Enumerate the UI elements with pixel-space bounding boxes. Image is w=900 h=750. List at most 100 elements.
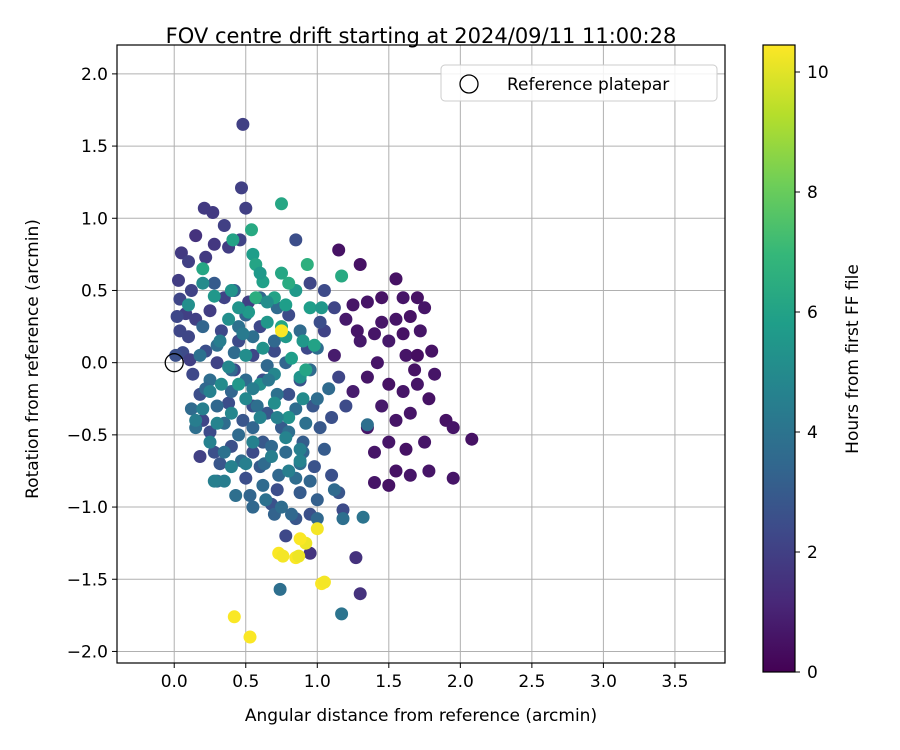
scatter-point (382, 478, 396, 492)
x-tick-label: 1.5 (375, 672, 402, 692)
scatter-point (368, 476, 381, 489)
y-tick-label: 0.5 (81, 281, 108, 301)
scatter-point (356, 510, 370, 524)
scatter-point (265, 439, 278, 453)
scatter-point (275, 500, 288, 514)
scatter-point (256, 341, 270, 355)
scatter-point (399, 348, 413, 362)
scatter-point (196, 262, 210, 276)
scatter-point (262, 373, 276, 387)
scatter-point (239, 348, 253, 362)
scatter-point (350, 324, 364, 338)
scatter-point (249, 291, 263, 305)
scatter-point (184, 402, 198, 416)
scatter-point (310, 493, 324, 507)
scatter-point (253, 411, 267, 424)
scatter-point (315, 301, 329, 315)
colorbar-label: Hours from first FF file (843, 264, 863, 454)
scatter-point (368, 445, 381, 459)
scatter-point (226, 233, 240, 247)
scatter-point (382, 334, 396, 348)
x-axis-ticks: 0.0 0.5 1.0 1.5 2.0 2.5 3.0 3.5 (161, 663, 688, 692)
scatter-point (172, 273, 185, 287)
scatter-point (203, 304, 217, 318)
y-tick-label: −0.5 (67, 426, 108, 446)
y-axis-label: Rotation from reference (arcmin) (23, 219, 43, 499)
scatter-point (413, 324, 427, 338)
scatter-point (246, 247, 260, 261)
scatter-point (232, 377, 246, 391)
scatter-point (183, 353, 197, 367)
scatter-point (260, 295, 274, 309)
scatter-point (184, 284, 198, 297)
scatter-point (243, 489, 257, 502)
scatter-point (239, 392, 253, 406)
y-axis-ticks: 2.0 1.5 1.0 0.5 0.0 −0.5 −1.0 −1.5 −2.0 (67, 65, 117, 662)
scatter-point (282, 276, 296, 290)
scatter-point (217, 219, 231, 232)
scatter-point (293, 486, 307, 500)
scatter-point (335, 269, 349, 283)
scatter-point (370, 356, 384, 370)
scatter-point (246, 500, 260, 514)
scatter-point (285, 507, 298, 521)
scatter-point (360, 370, 374, 384)
scatter-point (217, 445, 231, 459)
scatter-point (170, 310, 184, 323)
y-tick-label: −1.0 (67, 498, 108, 518)
scatter-point (313, 421, 327, 435)
scatter-point (389, 413, 403, 427)
scatter-point (389, 464, 403, 478)
scatter-point (189, 413, 203, 427)
scatter-point (182, 298, 195, 312)
scatter-point (289, 402, 303, 416)
scatter-point (299, 363, 313, 377)
colorbar-tick-label: 10 (807, 63, 829, 83)
scatter-point (222, 396, 236, 410)
scatter-point (210, 399, 224, 413)
scatter-point (375, 315, 389, 329)
scatter-point (327, 301, 341, 315)
scatter-point (169, 348, 183, 362)
scatter-point (232, 301, 246, 315)
scatter-points (169, 117, 479, 644)
x-tick-label: 0.5 (232, 672, 259, 692)
scatter-point (310, 392, 324, 406)
scatter-point (296, 392, 310, 406)
scatter-point (303, 276, 317, 290)
scatter-point (227, 610, 241, 624)
scatter-point (250, 399, 264, 413)
scatter-point (403, 310, 417, 323)
scatter-point (396, 385, 410, 398)
scatter-point (339, 312, 353, 326)
scatter-point (279, 298, 293, 312)
legend: Reference platepar (440, 64, 718, 102)
y-tick-label: 2.0 (81, 65, 108, 85)
scatter-point (403, 406, 417, 420)
scatter-point (353, 587, 367, 601)
scatter-point (279, 431, 293, 445)
scatter-point (299, 416, 313, 430)
scatter-point (465, 432, 479, 446)
scatter-point (313, 315, 327, 329)
scatter-point (282, 308, 296, 322)
scatter-point (418, 301, 432, 315)
scatter-point (224, 284, 238, 297)
scatter-point (307, 460, 321, 474)
scatter-point (389, 312, 403, 326)
scatter-point (303, 546, 317, 560)
scatter-point (213, 334, 227, 348)
scatter-point (222, 360, 236, 374)
x-axis-label: Angular distance from reference (arcmin) (245, 706, 597, 726)
scatter-point (246, 382, 260, 396)
scatter-point (410, 291, 424, 305)
scatter-point (446, 471, 460, 485)
scatter-point (425, 344, 439, 358)
x-tick-label: 0.0 (161, 672, 188, 692)
scatter-point (289, 233, 303, 247)
scatter-point (293, 324, 307, 338)
scatter-point (239, 457, 253, 471)
scatter-point (418, 435, 432, 449)
scatter-point (382, 377, 396, 391)
scatter-point (207, 276, 221, 290)
